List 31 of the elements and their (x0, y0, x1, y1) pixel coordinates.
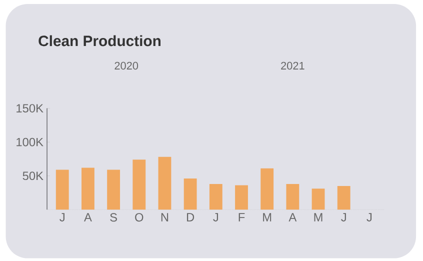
y-tick-label: 150K (16, 104, 44, 112)
x-tick-label: J (341, 212, 346, 222)
y-tick-label: 100K (16, 138, 44, 146)
bar (56, 170, 69, 210)
x-tick-label: J (366, 212, 372, 222)
y-tick-label: 50K (22, 171, 44, 180)
bar (184, 178, 197, 210)
bar (82, 168, 94, 210)
bar (260, 168, 274, 210)
x-tick-label: J (213, 212, 218, 222)
x-tick-label: M (263, 212, 272, 222)
bar (337, 186, 350, 210)
x-tick-label: M (314, 212, 322, 222)
bar (107, 170, 120, 210)
x-tick-label: J (60, 212, 64, 222)
bar (132, 159, 146, 210)
bar (312, 188, 325, 210)
x-tick-label: A (84, 212, 92, 222)
x-tick-label: S (110, 212, 117, 222)
bar (209, 184, 222, 210)
x-tick-label: D (186, 212, 194, 222)
bar (235, 185, 248, 210)
text: 2021 (281, 62, 304, 70)
x-tick-label: O (135, 212, 144, 222)
bar (286, 184, 300, 210)
chart-title: Clean Production (38, 35, 160, 46)
x-tick-label: A (288, 212, 297, 222)
text: 2020 (114, 62, 138, 70)
x-tick-label: F (238, 212, 245, 222)
x-tick-label: N (161, 212, 168, 222)
bar (158, 156, 172, 210)
